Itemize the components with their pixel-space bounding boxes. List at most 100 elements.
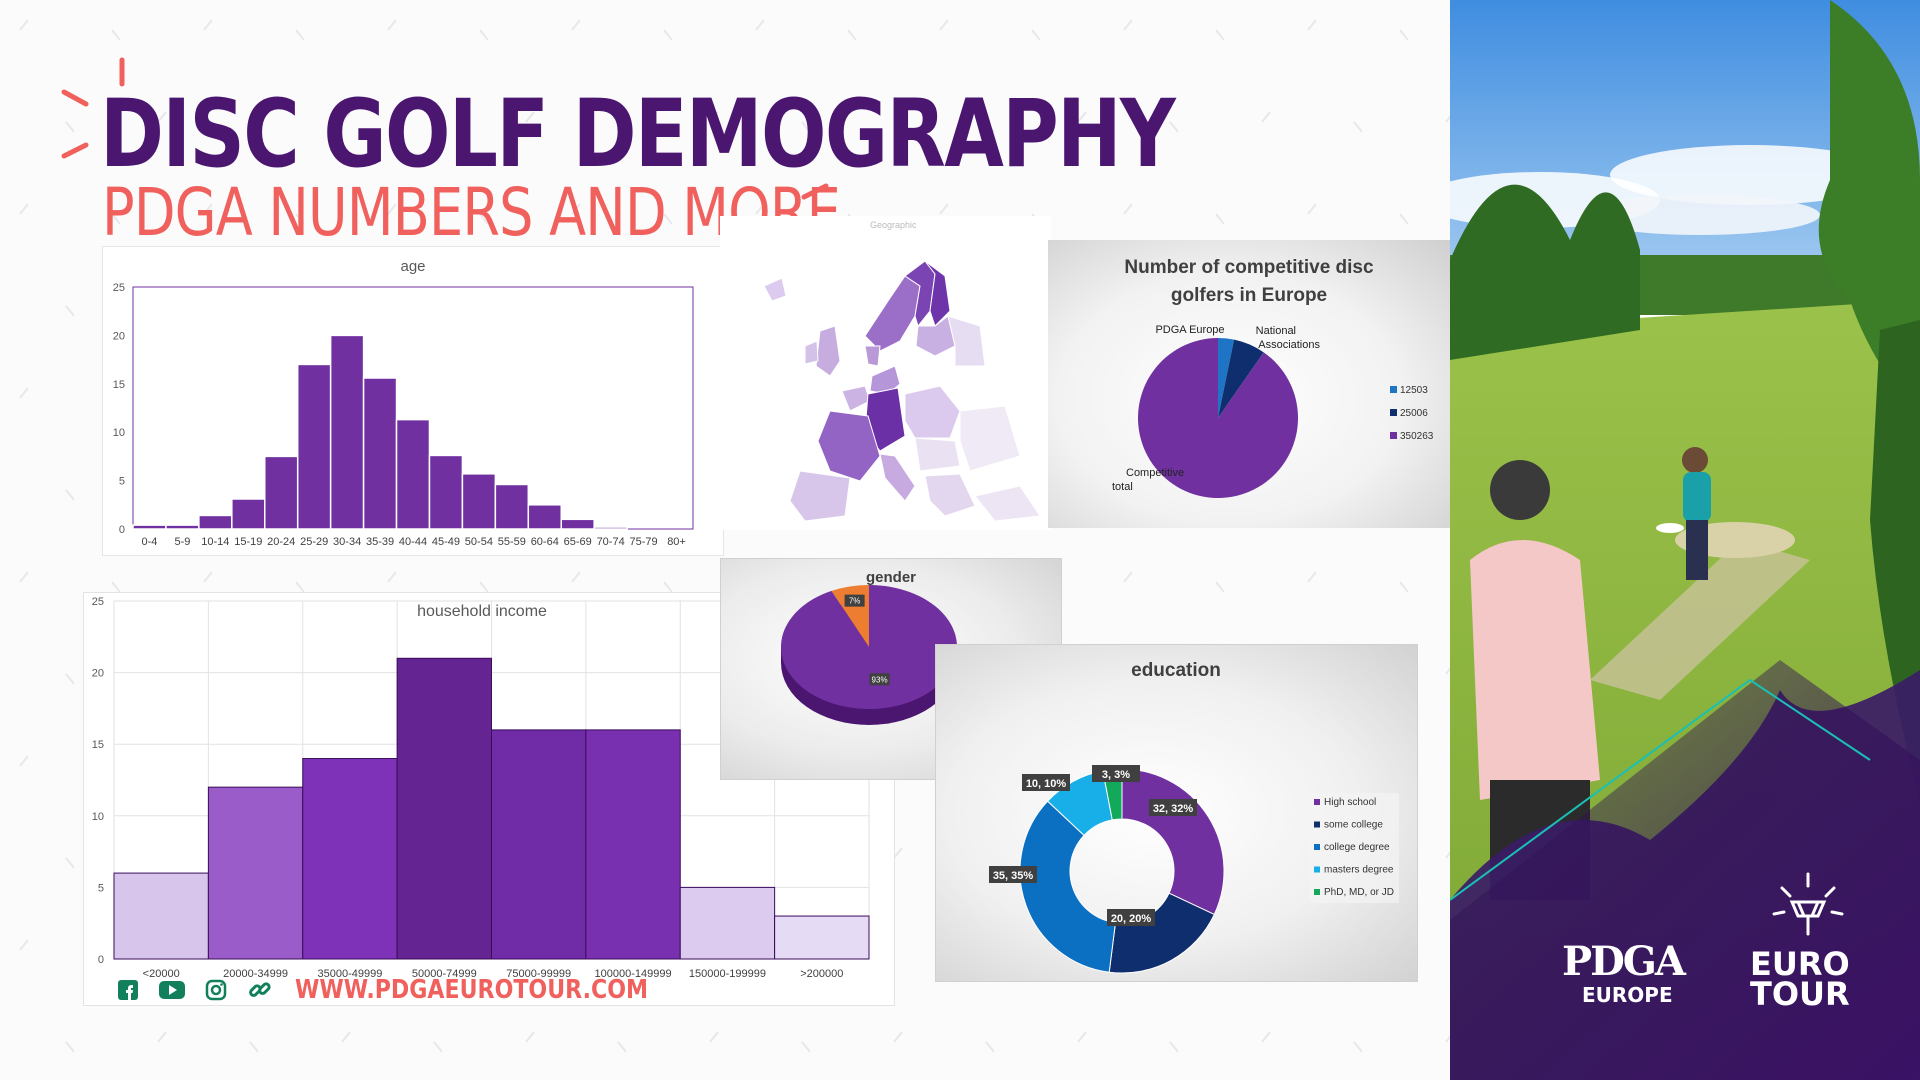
education-legend-swatch (1314, 866, 1320, 873)
dash-mark (525, 1031, 535, 1043)
dash-mark (663, 213, 673, 225)
age-x-tick: 35-39 (366, 536, 394, 548)
dash-mark (617, 1041, 627, 1053)
dash-mark (1353, 1041, 1363, 1053)
income-y-tick: 20 (92, 668, 104, 680)
link-icon[interactable] (247, 977, 273, 1003)
income-chart-title: household income (417, 603, 547, 620)
facebook-icon[interactable] (115, 977, 141, 1003)
dash-mark (1399, 213, 1409, 225)
pdga-logo: PDGA (1562, 938, 1686, 985)
website-link[interactable]: WWW.PDGAEUROTOUR.COM (295, 975, 648, 1005)
instagram-icon[interactable] (203, 977, 229, 1003)
income-bar (491, 729, 587, 960)
competitive-title-line2: golfers in Europe (1171, 285, 1327, 306)
dash-mark (1077, 111, 1087, 123)
competitive-legend-label: 12503 (1400, 385, 1428, 396)
age-x-tick: 70-74 (597, 536, 625, 548)
age-bar (494, 483, 530, 530)
age-bar (527, 504, 562, 530)
education-data-label: 35, 35% (993, 870, 1034, 882)
age-bar (461, 473, 497, 530)
income-bar (585, 729, 681, 960)
education-data-label: 20, 20% (1111, 913, 1152, 925)
dash-mark (1445, 851, 1450, 859)
education-legend-swatch (1314, 844, 1320, 850)
dash-mark (65, 673, 75, 685)
dash-mark (893, 1031, 903, 1043)
dash-mark (433, 1041, 443, 1053)
dash-mark (341, 1031, 351, 1043)
age-x-tick: 45-49 (432, 536, 460, 548)
dash-mark (1261, 111, 1271, 123)
dash-mark (157, 111, 167, 123)
competitive-label: PDGA Europe (1155, 324, 1224, 336)
age-bar (296, 363, 332, 530)
dash-mark (1261, 1031, 1271, 1043)
dash-mark (525, 111, 535, 123)
age-x-tick: 75-79 (630, 536, 658, 548)
income-x-tick: 35000-49999 (318, 968, 383, 980)
disc-basket-icon (1768, 872, 1848, 947)
age-chart-panel: age 0 5 10 15 20 25 0-4 5-9 10-14 15-19 20-24 25-29 3… (102, 246, 724, 556)
income-bar (774, 915, 870, 960)
competitive-pie-slice (1218, 339, 1264, 418)
income-y-tick: 0 (98, 954, 104, 966)
competitive-legend-label: 350263 (1400, 431, 1434, 442)
age-bar (198, 514, 233, 530)
pdga-logo-subtitle: EUROPE (1582, 983, 1673, 1007)
age-bar (428, 454, 464, 530)
age-x-tick: 55-59 (498, 536, 526, 548)
income-x-tick: 20000-34999 (223, 968, 288, 980)
dash-mark (663, 29, 673, 41)
dash-mark (157, 1031, 167, 1043)
age-x-tick: 30-34 (333, 536, 361, 548)
education-chart: education 32, 32% 20, 20% 35, 35% 10, 10% 3, … (989, 660, 1399, 974)
dash-mark (801, 121, 811, 133)
dash-mark (1399, 29, 1409, 41)
dash-mark (893, 111, 903, 123)
age-x-tick: 50-54 (465, 536, 493, 548)
competitive-title-line1: Number of competitive disc (1124, 257, 1374, 278)
dash-mark (65, 1041, 75, 1053)
gender-data-label-bg (844, 594, 865, 607)
dash-mark (295, 29, 305, 41)
age-bar (264, 455, 299, 530)
income-x-tick: >200000 (800, 968, 843, 980)
dash-mark (1123, 19, 1133, 31)
europe-map: Geographic (763, 220, 1041, 522)
competitive-legend-swatch (1390, 432, 1397, 439)
education-legend-label: High school (1324, 797, 1376, 808)
dash-mark (65, 305, 75, 317)
age-y-tick: 25 (113, 282, 125, 294)
dash-mark (479, 29, 489, 41)
education-legend-swatch (1314, 799, 1320, 805)
dash-mark (111, 581, 121, 593)
dash-mark (1215, 213, 1225, 225)
footer-links: WWW.PDGAEUROTOUR.COM (115, 975, 710, 1005)
dash-mark (1123, 203, 1133, 215)
education-chart-title: education (1131, 660, 1221, 681)
dash-mark (19, 571, 29, 583)
education-slice (1108, 892, 1215, 974)
age-x-tick: 20-24 (267, 536, 295, 548)
dash-mark (709, 1031, 719, 1043)
dash-mark (755, 203, 765, 215)
dash-mark (709, 111, 719, 123)
gender-data-label: 93% (872, 675, 888, 684)
education-legend-swatch (1314, 821, 1320, 828)
income-y-tick: 5 (98, 882, 104, 894)
youtube-icon[interactable] (159, 977, 185, 1003)
dash-mark (19, 203, 29, 215)
dash-mark (295, 213, 305, 225)
competitive-label: Competitive (1126, 467, 1184, 479)
eurotour-logo-line1: EURO (1750, 945, 1850, 983)
event-photo-illustration (1450, 0, 1920, 1080)
age-x-tick: 80+ (667, 536, 686, 548)
dash-mark (19, 939, 29, 951)
competitive-label: National (1256, 325, 1296, 337)
age-x-tick: 5-9 (174, 536, 190, 548)
dash-mark (939, 203, 949, 215)
competitive-golfers-chart: Number of competitive disc golfers in Eur… (1112, 257, 1434, 498)
age-y-tick: 0 (119, 524, 125, 536)
